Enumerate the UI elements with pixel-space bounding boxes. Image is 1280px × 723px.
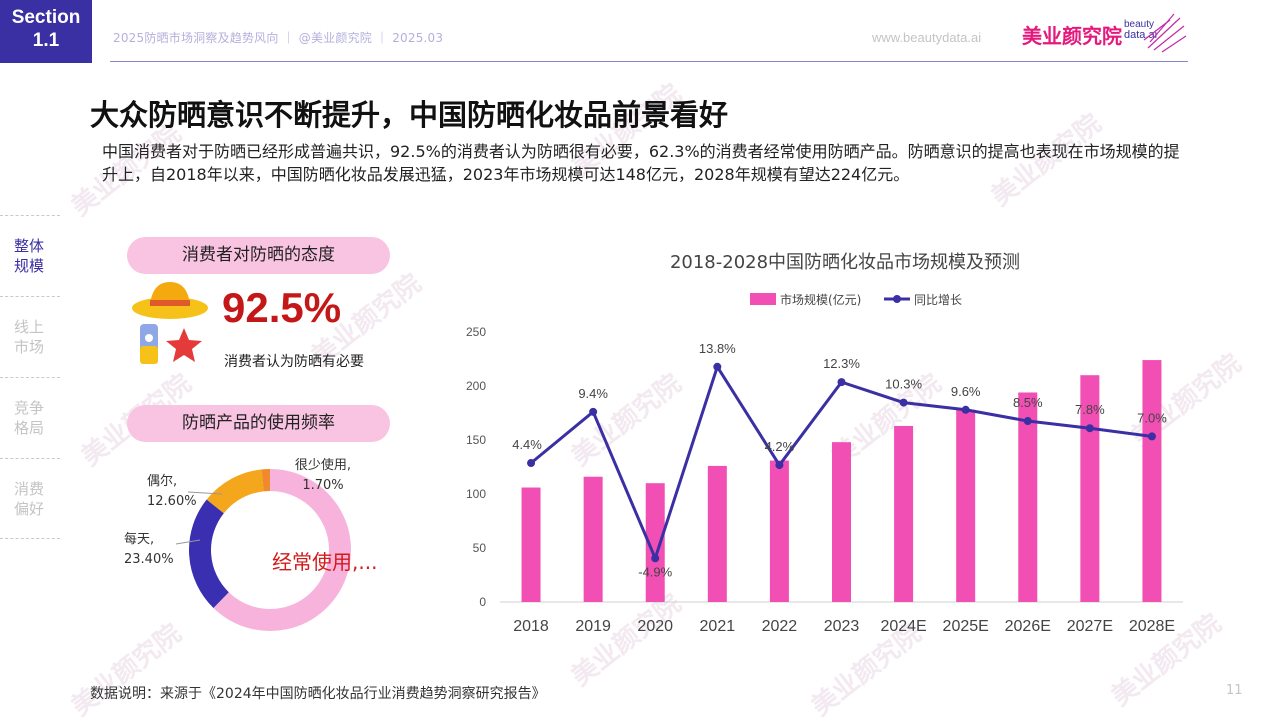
x-tick-label: 2019 xyxy=(575,618,611,635)
growth-label: 4.2% xyxy=(765,439,795,454)
necessity-caption: 消费者认为防晒有必要 xyxy=(224,351,364,371)
section-label: Section xyxy=(0,0,92,29)
growth-label: 9.6% xyxy=(951,384,981,399)
y-tick-label: 100 xyxy=(466,487,486,501)
logo-burst-icon xyxy=(1140,12,1190,56)
logo-text-cn: 美业颜究院 xyxy=(1022,20,1122,49)
growth-label: 9.4% xyxy=(578,386,608,401)
growth-point-2018 xyxy=(527,459,535,467)
nav-item-label: 线上 市场 xyxy=(14,317,54,357)
donut-label-value: 23.40% xyxy=(124,550,174,570)
bar-2028E xyxy=(1142,360,1161,602)
bar-2018 xyxy=(522,488,541,602)
growth-label: 10.3% xyxy=(885,377,922,392)
growth-label: 7.0% xyxy=(1137,410,1167,425)
nav-item-label: 整体 规模 xyxy=(14,236,54,276)
market-size-chart: 0 50 100 150 200 250 2018 2019 2020 2021 2022 2023 2… xyxy=(455,285,1195,645)
starfish-icon xyxy=(164,326,204,364)
lead-paragraph: 中国消费者对于防晒已经形成普遍共识，92.5%的消费者认为防晒很有必要，62.3… xyxy=(102,140,1192,186)
nav-item-label: 消费 偏好 xyxy=(14,479,54,519)
donut-leader-lines xyxy=(170,480,270,560)
bar-2023 xyxy=(832,442,851,602)
growth-label: 4.4% xyxy=(512,437,542,452)
legend-label-market-size: 市场规模(亿元) xyxy=(780,292,861,307)
header-meta: 2025防晒市场洞察及趋势风向 ｜ @美业颜究院 ｜ 2025.03 xyxy=(113,29,443,46)
chart-title: 2018-2028中国防晒化妆品市场规模及预测 xyxy=(620,248,1070,274)
sunscreen-bottle-icon xyxy=(136,322,164,368)
growth-point-2028E xyxy=(1148,432,1156,440)
bar-2024E xyxy=(894,426,913,602)
bar-2022 xyxy=(770,461,789,602)
bar-2021 xyxy=(708,466,727,602)
growth-point-2022 xyxy=(775,461,783,469)
necessity-percentage: 92.5% xyxy=(222,284,341,332)
y-tick-label: 0 xyxy=(479,595,486,609)
x-tick-label: 2018 xyxy=(513,618,549,635)
nav-divider xyxy=(0,458,60,459)
nav-item-competition[interactable]: 竞争 格局 xyxy=(14,398,54,438)
donut-label-name: 每天, xyxy=(124,530,174,550)
section-number: 1.1 xyxy=(0,29,92,53)
growth-point-2020 xyxy=(651,554,659,562)
bar-2025E xyxy=(956,410,975,602)
legend-swatch-market-size xyxy=(750,293,776,305)
growth-label: 7.8% xyxy=(1075,402,1105,417)
growth-point-2019 xyxy=(589,408,597,416)
legend-label-growth: 同比增长 xyxy=(914,293,962,307)
donut-label-daily: 每天, 23.40% xyxy=(124,530,174,570)
legend-marker-growth xyxy=(893,295,901,303)
donut-main-label: 经常使用,... xyxy=(272,546,377,575)
x-tick-label: 2023 xyxy=(824,618,860,635)
x-tick-label: 2026E xyxy=(1005,618,1051,635)
growth-point-2025E xyxy=(962,406,970,414)
page-title: 大众防晒意识不断提升，中国防晒化妆品前景看好 xyxy=(90,92,728,134)
section-badge: Section 1.1 xyxy=(0,0,92,63)
nav-divider xyxy=(0,215,60,216)
bar-2019 xyxy=(584,477,603,602)
growth-point-2021 xyxy=(713,363,721,371)
nav-item-consumer-preference[interactable]: 消费 偏好 xyxy=(14,479,54,519)
watermark-text: 美业颜究院 xyxy=(62,614,187,723)
page-number: 11 xyxy=(1226,683,1243,698)
nav-divider xyxy=(0,377,60,378)
x-tick-label: 2027E xyxy=(1067,618,1113,635)
attitude-pill: 消费者对防晒的态度 xyxy=(127,237,390,274)
nav-divider xyxy=(0,538,60,539)
y-tick-label: 250 xyxy=(466,325,486,339)
growth-point-2027E xyxy=(1086,424,1094,432)
y-tick-label: 200 xyxy=(466,379,486,393)
growth-point-2024E xyxy=(900,399,908,407)
growth-point-2023 xyxy=(838,378,846,386)
header-divider xyxy=(110,61,1188,62)
x-tick-label: 2028E xyxy=(1129,618,1175,635)
donut-label-rarely: 很少使用, 1.70% xyxy=(283,456,363,496)
growth-label: 12.3% xyxy=(823,356,860,371)
x-tick-label: 2025E xyxy=(943,618,989,635)
y-tick-label: 50 xyxy=(473,541,487,555)
nav-divider xyxy=(0,296,60,297)
y-tick-label: 150 xyxy=(466,433,486,447)
x-tick-label: 2020 xyxy=(637,618,673,635)
frequency-pill: 防晒产品的使用频率 xyxy=(127,405,390,442)
x-tick-label: 2022 xyxy=(762,618,798,635)
header-url[interactable]: www.beautydata.ai xyxy=(872,30,981,45)
data-source-note: 数据说明：来源于《2024年中国防晒化妆品行业消费趋势洞察研究报告》 xyxy=(90,683,546,703)
growth-label: -4.9% xyxy=(638,564,672,579)
nav-item-online-market[interactable]: 线上 市场 xyxy=(14,317,54,357)
growth-point-2026E xyxy=(1024,417,1032,425)
growth-label: 13.8% xyxy=(699,341,736,356)
x-tick-label: 2021 xyxy=(700,618,736,635)
donut-label-name: 很少使用, xyxy=(283,456,363,476)
x-tick-label: 2024E xyxy=(880,618,926,635)
growth-label: 8.5% xyxy=(1013,395,1043,410)
nav-item-overall-scale[interactable]: 整体 规模 xyxy=(14,236,54,276)
nav-item-label: 竞争 格局 xyxy=(14,398,54,438)
donut-label-value: 1.70% xyxy=(283,476,363,496)
